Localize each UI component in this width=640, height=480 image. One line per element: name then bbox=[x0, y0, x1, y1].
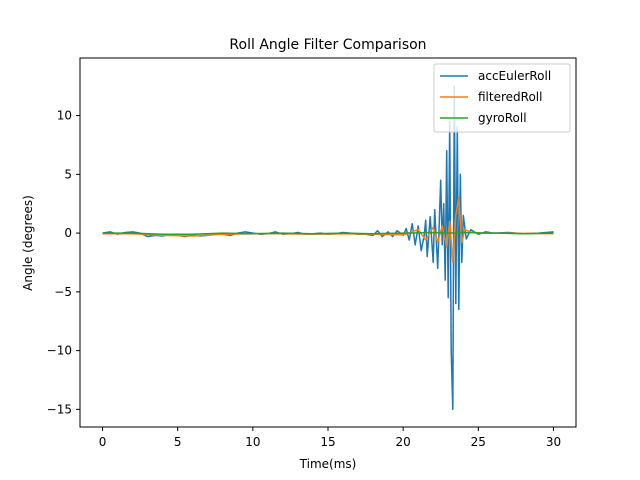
y-tick-label: 5 bbox=[64, 167, 72, 181]
legend-box bbox=[433, 63, 571, 133]
x-tick-label: 25 bbox=[471, 435, 486, 449]
plot-lines bbox=[102, 85, 554, 411]
legend-label-accEulerRoll: accEulerRoll bbox=[478, 69, 551, 83]
x-tick-label: 15 bbox=[320, 435, 335, 449]
series-line-accEulerRoll bbox=[102, 85, 554, 411]
x-axis-ticks: 0 5 10 15 20 25 30 bbox=[99, 427, 561, 449]
legend-label-filteredRoll: filteredRoll bbox=[478, 90, 542, 104]
y-axis-ticks: −15 −10 −5 0 5 10 bbox=[47, 109, 80, 416]
y-tick-label: −5 bbox=[54, 285, 72, 299]
x-tick-label: 0 bbox=[99, 435, 107, 449]
x-tick-label: 20 bbox=[396, 435, 411, 449]
y-tick-label: 10 bbox=[57, 109, 72, 123]
x-tick-label: 10 bbox=[245, 435, 260, 449]
x-tick-label: 5 bbox=[174, 435, 182, 449]
legend: accEulerRoll filteredRoll gyroRoll bbox=[433, 63, 571, 133]
x-axis-label: Time(ms) bbox=[299, 457, 357, 471]
y-axis-label: Angle (degrees) bbox=[21, 195, 35, 291]
y-tick-label: 0 bbox=[64, 226, 72, 240]
legend-label-gyroRoll: gyroRoll bbox=[478, 111, 527, 125]
series-line-filteredRoll bbox=[102, 197, 554, 264]
y-tick-label: −10 bbox=[47, 344, 72, 358]
series-line-gyroRoll bbox=[102, 231, 554, 236]
chart-title: Roll Angle Filter Comparison bbox=[229, 37, 426, 53]
y-tick-label: −15 bbox=[47, 402, 72, 416]
x-tick-label: 30 bbox=[546, 435, 561, 449]
